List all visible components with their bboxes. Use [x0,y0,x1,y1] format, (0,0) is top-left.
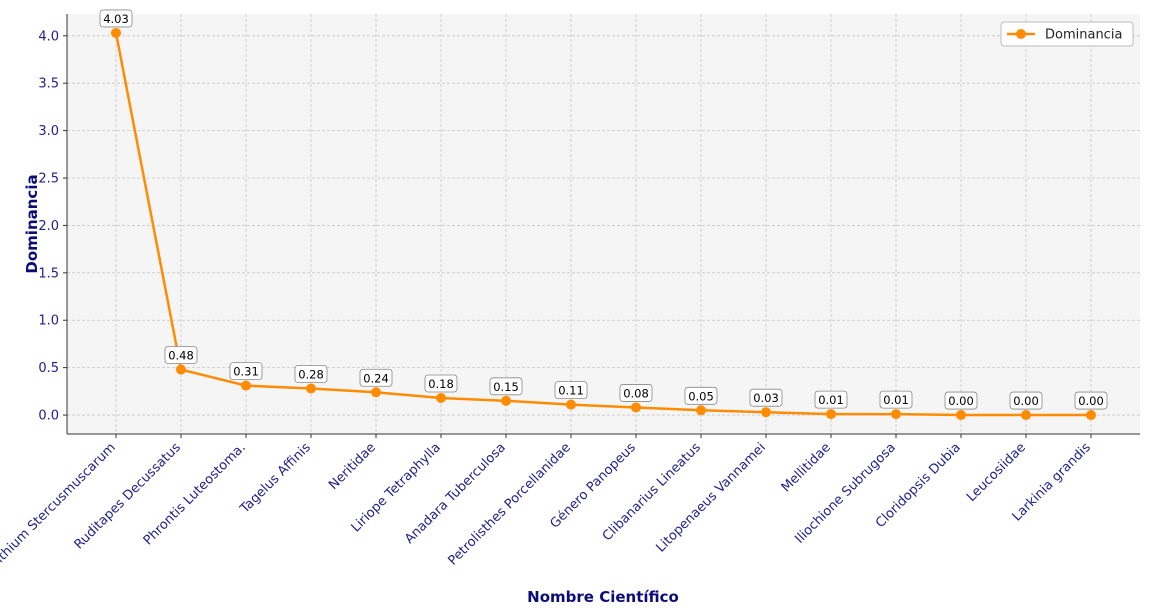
x-tick-label: Tagelus Affinis [237,440,314,517]
data-label-box [749,388,783,407]
data-label-box [684,386,718,405]
data-point [176,364,186,375]
data-point [826,409,836,420]
data-point [306,383,316,394]
legend-label: Dominancia [1045,28,1122,43]
data-label: 0.00 [1078,394,1104,408]
plot-area [67,14,1140,434]
data-label: 0.00 [1013,394,1039,408]
x-tick-label: Petrolisthes Porcellanidae [445,440,573,568]
series-dominancia [111,27,1096,421]
y-axis-ticks: 0.0 0.5 1.0 1.5 2.0 2.5 3.0 3.5 4.0 [38,29,67,424]
series-line [114,32,1091,417]
data-point [696,405,706,416]
data-label-box [99,9,133,28]
y-tick-label: 1.5 [38,266,59,281]
data-label-box [294,365,328,383]
data-label-box [554,381,588,400]
data-point [761,407,771,418]
data-point [1021,410,1031,421]
x-tick-label: Neritidae [326,440,379,493]
x-tick-label: Ruditapes Decussatus [72,440,184,552]
data-label: 4.03 [103,12,129,26]
data-label: 0.48 [168,349,194,363]
data-label-box [424,374,458,393]
data-label: 0.01 [883,393,909,407]
data-label: 0.31 [233,365,259,379]
data-point [956,410,966,421]
data-point [241,380,251,391]
data-point [566,399,576,410]
grid-lines [67,14,1140,434]
y-tick-label: 2.5 [38,172,59,187]
x-tick-label: Litopenaeus Vannamei [654,440,769,555]
data-point [436,392,446,403]
data-label: 0.05 [688,389,714,403]
data-point [111,27,121,38]
data-point [371,387,381,398]
legend-box [1000,21,1134,47]
data-label: 0.01 [818,393,844,407]
data-label: 0.28 [298,367,324,381]
y-tick-label: 4.0 [38,29,59,44]
data-point [1086,410,1096,421]
data-label-box [1074,391,1108,410]
y-tick-label: 0.0 [38,409,59,424]
data-label-box [164,346,198,364]
data-label-box [489,377,523,396]
y-tick-label: 3.5 [38,77,59,92]
data-label: 0.24 [363,371,389,385]
data-label-box [814,390,848,409]
x-tick-label: Leucosiidae [964,440,1029,505]
y-tick-label: 3.0 [38,124,59,139]
data-label: 0.08 [623,386,649,400]
data-label: 0.11 [558,384,584,398]
data-label: 0.18 [428,377,454,391]
data-point [891,409,901,420]
data-point [501,395,511,406]
x-axis-title: Nombre Científico [527,588,679,606]
data-label-box [229,362,263,381]
data-label: 0.03 [753,391,779,405]
y-axis-title: Dominancia [23,174,41,273]
data-label-box [1009,391,1043,410]
data-label-box [619,384,653,402]
y-tick-label: 1.0 [38,314,59,329]
legend: Dominancia [1000,21,1134,47]
data-label: 0.00 [948,394,974,408]
data-label-box [879,390,913,409]
data-label-box [359,368,393,387]
data-label: 0.15 [493,380,519,394]
y-tick-label: 0.5 [38,361,59,376]
data-point [631,402,641,413]
y-tick-label: 2.0 [38,219,59,234]
x-tick-label: Mellitidae [779,440,834,495]
data-labels: 4.03 0.48 0.31 0.28 0.24 0.18 0.15 0.11 0.08 0.05… [99,9,1108,410]
legend-marker-icon [1016,29,1026,39]
data-label-box [944,391,978,410]
